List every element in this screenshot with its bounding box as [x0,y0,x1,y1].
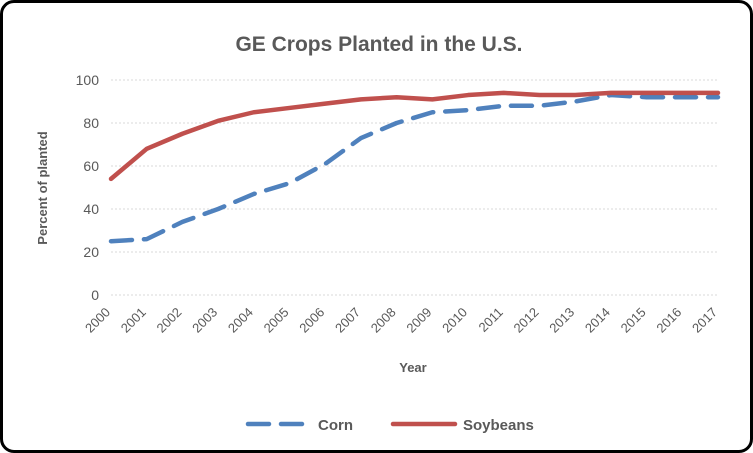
x-tick-label: 2009 [403,305,434,336]
legend-label-corn[interactable]: Corn [318,417,353,434]
chart-legend[interactable]: Corn Soybeans [245,417,534,434]
x-tick-label: 2000 [82,305,113,336]
x-tick-label: 2013 [546,305,577,336]
series-line-corn [108,92,721,244]
x-tick-label: 2011 [476,305,506,335]
x-tick-label: 2007 [332,305,363,336]
y-tick-label: 100 [76,72,100,88]
data-series [108,90,721,244]
y-tick-label: 80 [83,115,99,131]
gridlines [111,79,718,296]
x-tick-label: 2005 [261,305,292,336]
x-tick-label: 2003 [189,305,220,336]
chart-title: GE Crops Planted in the U.S. [235,33,522,56]
x-tick-label: 2004 [225,305,256,336]
y-tick-label: 60 [83,158,99,174]
x-tick-label: 2015 [618,305,649,336]
chart-canvas: GE Crops Planted in the U.S. Percent of … [35,33,721,434]
x-tick-label: 2014 [582,305,613,336]
x-tick-label: 2017 [689,305,720,336]
y-tick-label: 40 [83,201,99,217]
x-tick-label: 2001 [118,305,149,336]
x-axis-tick-labels: 2000 2001 2002 2003 2004 2005 2006 2007 2008 2009… [82,305,720,336]
x-tick-label: 2008 [368,305,399,336]
x-tick-label: 2006 [296,305,327,336]
x-tick-label: 2012 [511,305,542,336]
x-tick-label: 2016 [653,305,684,336]
x-tick-label: 2010 [439,305,470,336]
x-axis-title: Year [399,360,426,375]
y-axis-tick-labels: 0 20 40 60 80 100 [76,72,100,303]
x-tick-label: 2002 [153,305,184,336]
y-axis-title: Percent of planted [35,131,50,244]
series-line-soybeans [108,90,721,182]
y-tick-label: 0 [91,287,99,303]
legend-label-soybeans[interactable]: Soybeans [463,417,534,434]
y-tick-label: 20 [83,244,99,260]
